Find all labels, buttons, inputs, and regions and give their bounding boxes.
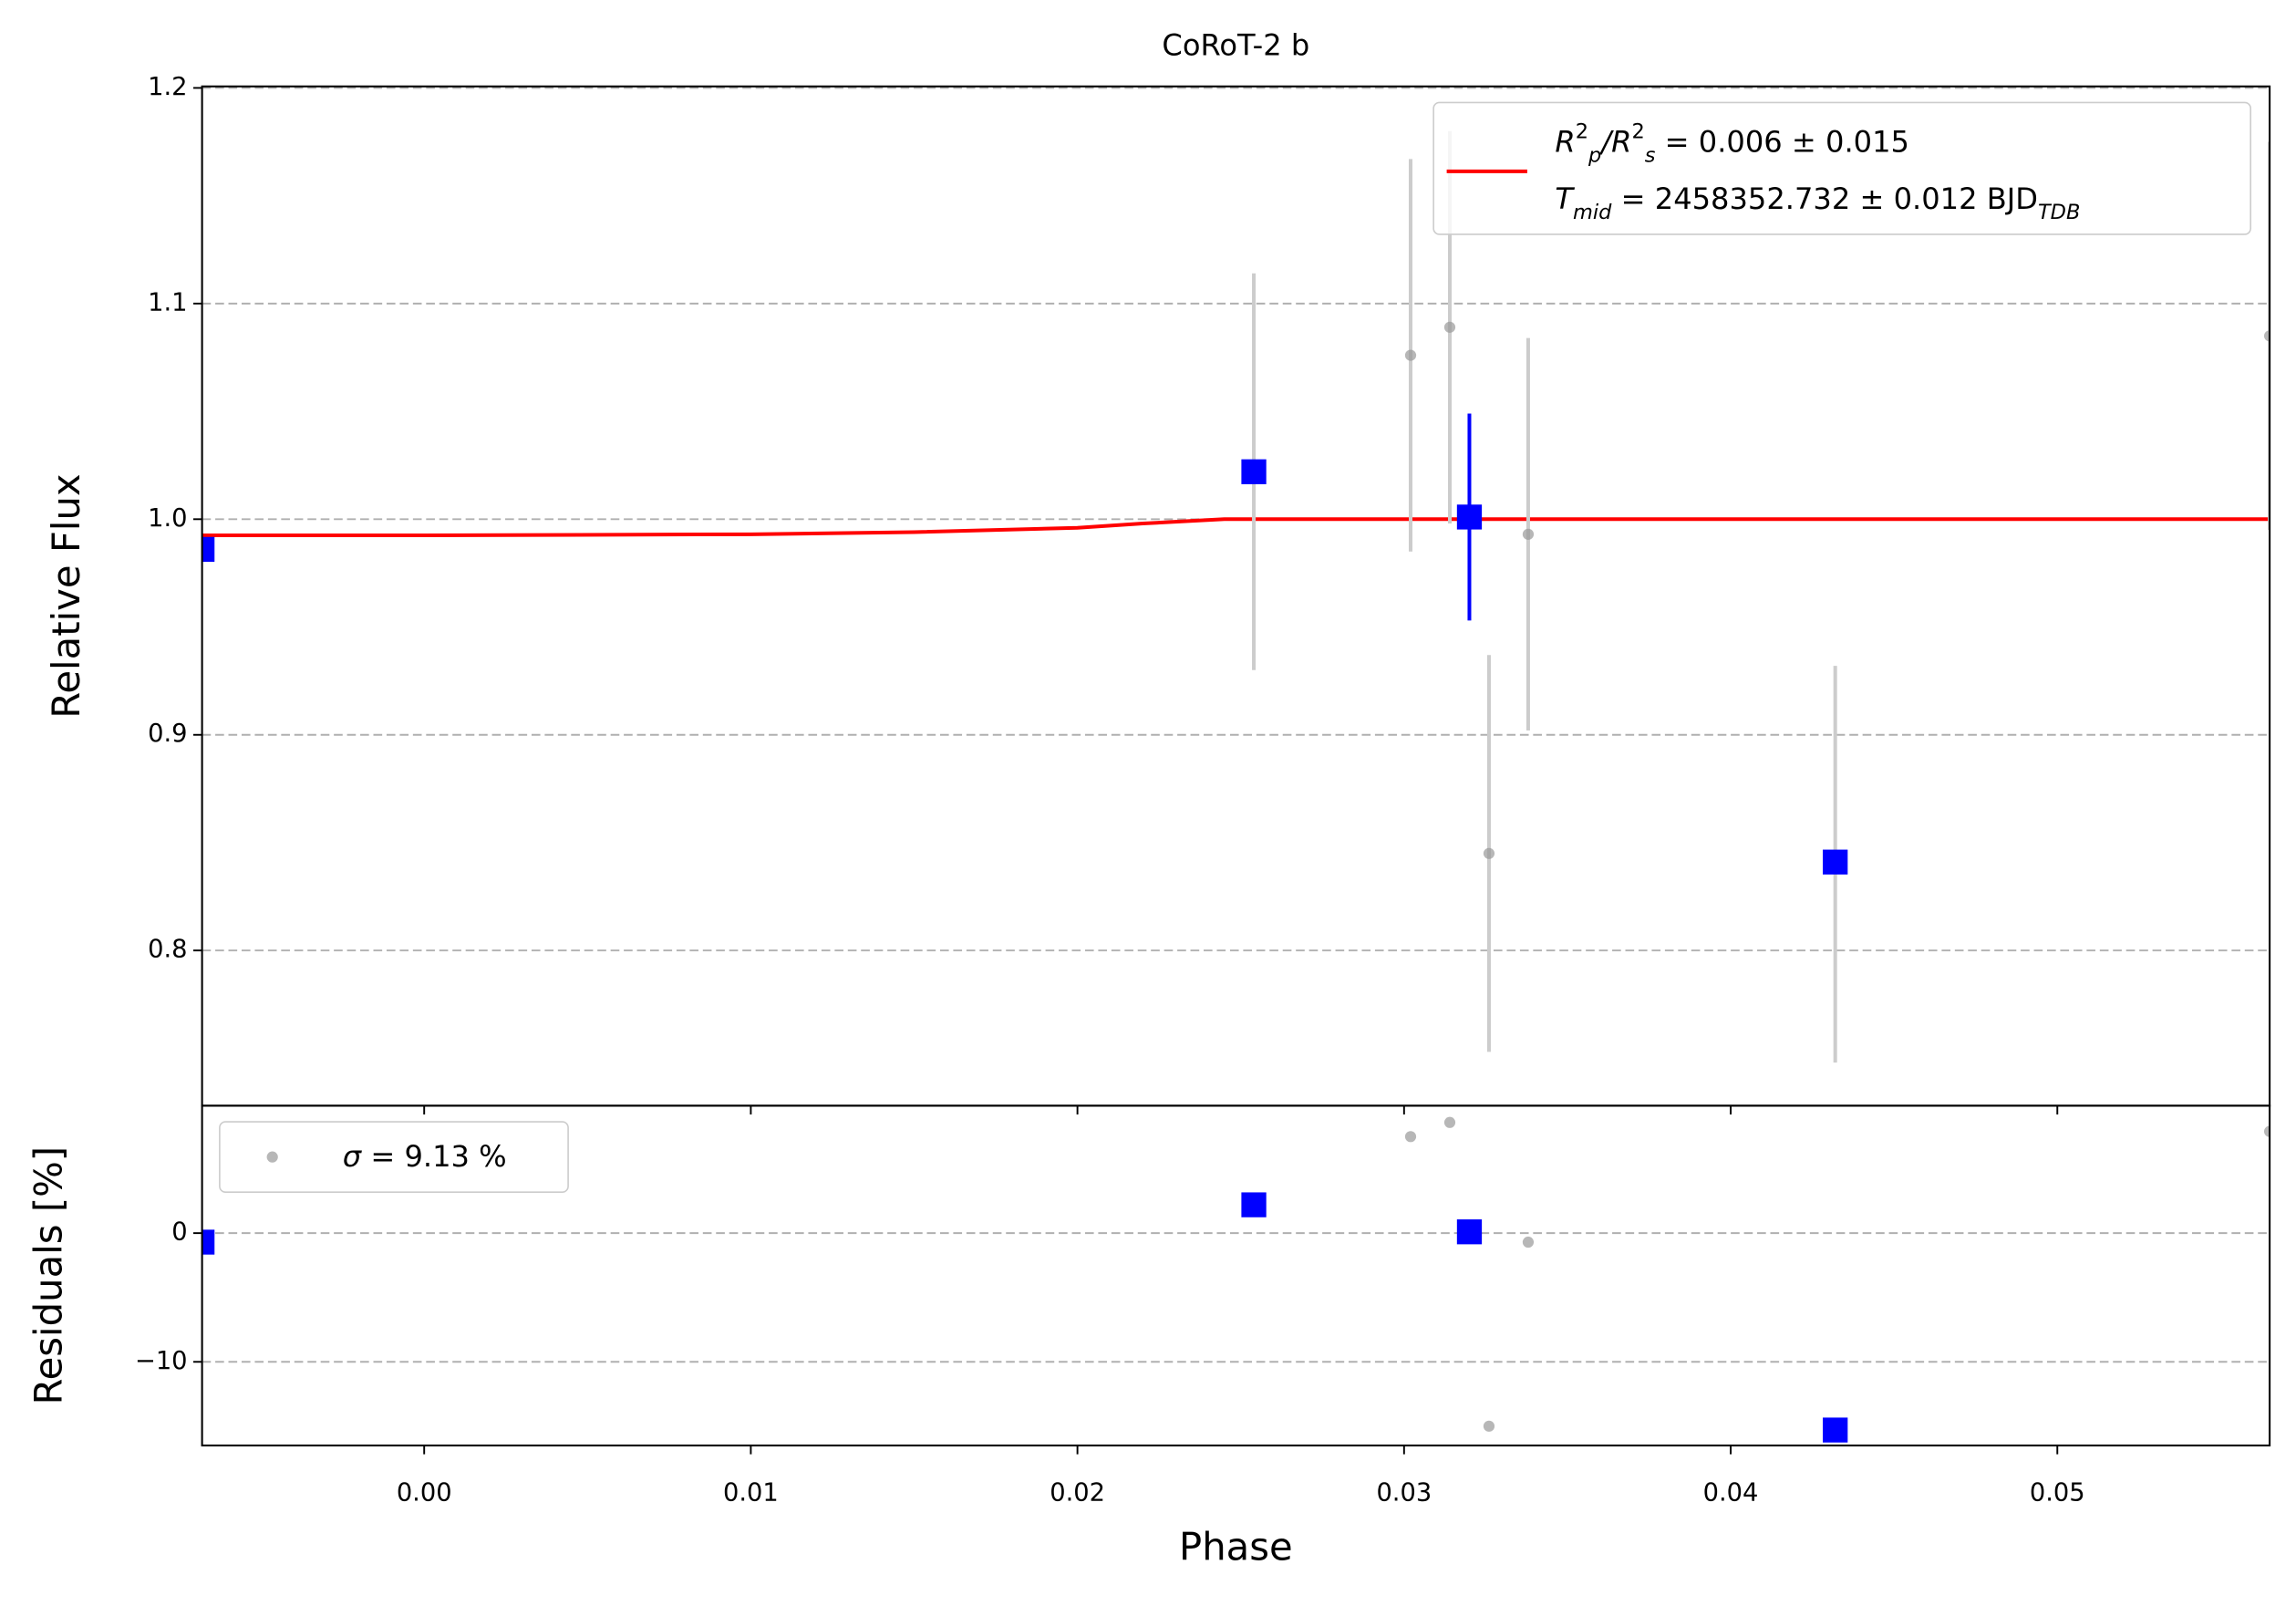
legend-text-part: /	[1598, 124, 1614, 159]
legend-text-part: = 2458352.732 ± 0.012 BJD	[1611, 181, 2037, 216]
legend-text-part: σ	[343, 1139, 363, 1174]
data-point	[1404, 349, 1417, 361]
y-tick-label: 1.0	[148, 504, 187, 533]
data-point	[1443, 1116, 1456, 1128]
x-tick-label: 0.04	[1703, 1478, 1759, 1507]
legend-label: R2p/R2s = 0.006 ± 0.015	[1555, 119, 1909, 167]
data-point	[2263, 330, 2270, 342]
legend-label: Tmid = 2458352.732 ± 0.012 BJDTDB	[1555, 181, 2080, 224]
x-tick-label: 0.03	[1376, 1478, 1432, 1507]
legend-text-part: 2	[1631, 119, 1644, 143]
y-tick-label: 1.2	[148, 73, 187, 101]
legend-text-part: TDB	[2038, 201, 2080, 224]
legend-box	[1432, 101, 2252, 235]
legend-text-part: = 9.13 %	[361, 1139, 507, 1174]
x-tick-label: 0.05	[2030, 1478, 2085, 1507]
legend-text-part: mid	[1573, 201, 1612, 224]
legend-text-part: s	[1645, 143, 1656, 167]
x-axis-label: Phase	[1179, 1525, 1293, 1570]
binned-point	[1823, 1417, 1848, 1443]
bottom-plot	[202, 1116, 2270, 1443]
data-point	[1522, 1236, 1535, 1249]
binned-point	[202, 536, 215, 563]
y-axis-label: Relative Flux	[44, 473, 88, 718]
data-point	[1483, 1420, 1495, 1432]
binned-point	[202, 1229, 215, 1255]
axes: 0.8 0.9 1.0 1.1 1.2 −10 0 0.00 0.01 0.02 0.03 0.04 0…	[135, 73, 2271, 1507]
x-tick-label: 0.00	[397, 1478, 452, 1507]
binned-point	[1241, 459, 1267, 484]
y-tick-label: 0.8	[148, 936, 187, 964]
binned-point	[1456, 504, 1483, 530]
axes-frame	[201, 1104, 2271, 1447]
data-point	[1483, 847, 1495, 859]
data-point	[1522, 528, 1535, 540]
binned-point	[1823, 849, 1848, 875]
model-line	[202, 517, 2270, 538]
data-point	[1404, 1131, 1417, 1143]
data-point	[1443, 321, 1456, 333]
binned-point	[1456, 1219, 1483, 1245]
legend-text-part: 2	[1576, 119, 1588, 143]
legend-text-part: = 0.006 ± 0.015	[1655, 124, 1908, 159]
y-tick-label: −10	[135, 1347, 188, 1375]
legend-text-part: p	[1588, 143, 1601, 167]
top-plot	[202, 87, 2270, 1063]
axes-frame	[201, 85, 2271, 1107]
x-tick-label: 0.02	[1050, 1478, 1105, 1507]
y-tick-label: 0	[171, 1218, 187, 1247]
legend-text-part: R	[1555, 124, 1575, 159]
chart-title: CoRoT-2 b	[1162, 27, 1309, 62]
legend-text-part: R	[1611, 124, 1631, 159]
y-tick-label: 0.9	[148, 720, 187, 748]
y-tick-label: 1.1	[148, 288, 187, 316]
data-point	[2263, 1125, 2270, 1137]
legend-text-part: T	[1555, 181, 1575, 216]
x-tick-label: 0.01	[723, 1478, 779, 1507]
legend-box	[219, 1121, 569, 1193]
legend-swatch	[266, 1151, 278, 1163]
y-axis-label: Residuals [%]	[26, 1146, 71, 1405]
binned-point	[1241, 1192, 1267, 1217]
legend-label: σ = 9.13 %	[343, 1139, 507, 1174]
